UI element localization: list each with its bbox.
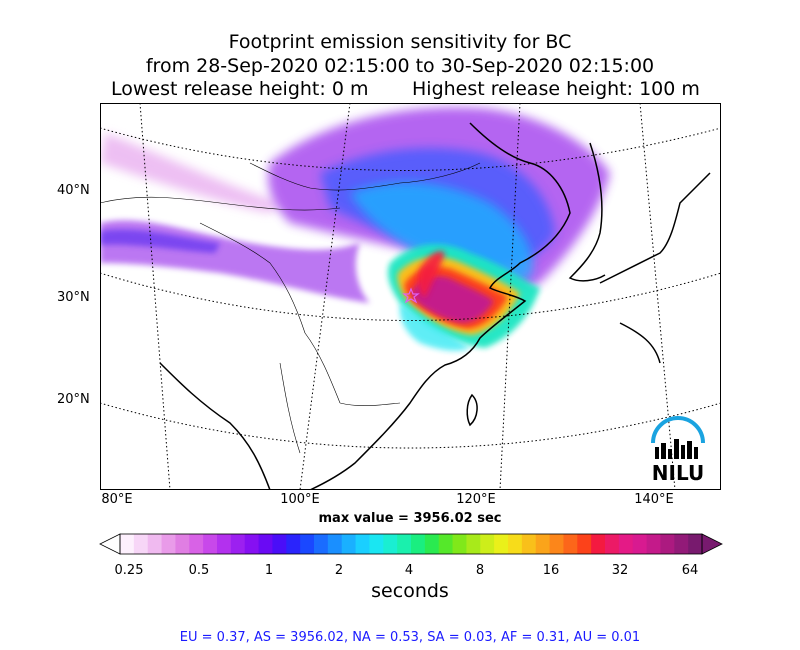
colorbar-cell — [438, 534, 454, 554]
colorbar-tick-0.5: 0.5 — [188, 563, 210, 578]
colorbar-cell — [674, 534, 689, 554]
colorbar-tick-32: 32 — [611, 563, 629, 578]
colorbar-high-arrow — [701, 533, 723, 555]
colorbar-cell — [618, 534, 634, 554]
lon-label-100e: 100°E — [280, 492, 320, 507]
colorbar-cell — [355, 534, 371, 554]
lon-label-120e: 120°E — [456, 492, 496, 507]
colorbar-cell — [563, 534, 578, 554]
colorbar-cell — [577, 534, 592, 554]
colorbar-cell — [286, 534, 301, 554]
lat-label-40n: 40°N — [57, 183, 90, 198]
colorbar-cell — [411, 534, 426, 554]
lowest-release-height: Lowest release height: 0 m — [111, 78, 369, 100]
colorbar-cell — [161, 534, 177, 554]
colorbar-cell — [494, 534, 509, 554]
colorbar-tick-64: 64 — [681, 563, 699, 578]
colorbar-low-arrow — [99, 533, 121, 555]
colorbar-cell — [521, 534, 537, 554]
max-value-label: max value = 3956.02 sec — [318, 511, 502, 526]
colorbar-cell — [660, 534, 675, 554]
colorbar-cell — [605, 534, 620, 554]
plot-title: Footprint emission sensitivity for BC — [228, 31, 572, 53]
footprint-map: NILU — [100, 103, 721, 490]
colorbar-cell — [549, 534, 565, 554]
colorbar-tick-0.25: 0.25 — [114, 563, 144, 578]
colorbar-cell — [646, 534, 662, 554]
colorbar-cell — [452, 534, 468, 554]
highest-release-height: Highest release height: 100 m — [412, 78, 700, 100]
colorbar-tick-1: 1 — [264, 563, 274, 578]
colorbar-cell — [327, 534, 343, 554]
colorbar-cell — [189, 534, 204, 554]
borders — [100, 162, 481, 454]
colorbar-tick-2: 2 — [334, 563, 344, 578]
colorbar-cell — [466, 534, 481, 554]
colorbar-cell — [424, 534, 440, 554]
colorbar-cell — [300, 534, 315, 554]
sensitivity-plume — [100, 107, 610, 351]
colorbar-cell — [591, 534, 606, 554]
colorbar-cell — [272, 534, 287, 554]
graticule — [100, 103, 721, 490]
colorbar-tick-4: 4 — [404, 563, 414, 578]
colorbar-tick-16: 16 — [542, 563, 560, 578]
colorbar-cell — [480, 534, 495, 554]
colorbar-cell — [508, 534, 523, 554]
nilu-logo-text: NILU — [652, 461, 704, 485]
nilu-logo: NILU — [651, 416, 705, 485]
plot-subtitle-period: from 28-Sep-2020 02:15:00 to 30-Sep-2020… — [145, 55, 655, 77]
colorbar-cell — [383, 534, 398, 554]
colorbar-frame — [119, 533, 703, 555]
colorbar-cell — [217, 534, 232, 554]
colorbar-cell — [175, 534, 190, 554]
lat-label-30n: 30°N — [57, 290, 90, 305]
colorbar-cell — [244, 534, 260, 554]
colorbar-cell — [314, 534, 329, 554]
colorbar-cell — [147, 534, 163, 554]
colorbar-cell — [535, 534, 551, 554]
colorbar-cell — [397, 534, 412, 554]
lon-label-80e: 80°E — [101, 492, 133, 507]
colorbar-cell — [632, 534, 648, 554]
colorbar-cell — [120, 534, 135, 554]
colorbar-unit-label: seconds — [371, 580, 449, 602]
lat-label-20n: 20°N — [57, 392, 90, 407]
region-summary: EU = 0.37, AS = 3956.02, NA = 0.53, SA =… — [179, 630, 641, 645]
colorbar — [99, 533, 723, 555]
colorbar-cell — [230, 534, 246, 554]
colorbar-cell — [341, 534, 357, 554]
coastlines — [159, 122, 711, 490]
map-frame — [100, 103, 721, 490]
colorbar-cell — [133, 534, 149, 554]
lon-label-140e: 140°E — [634, 492, 674, 507]
release-location-marker — [402, 287, 420, 304]
colorbar-cell — [369, 534, 384, 554]
colorbar-cell — [688, 534, 703, 554]
colorbar-cell — [258, 534, 274, 554]
colorbar-cell — [203, 534, 218, 554]
colorbar-tick-8: 8 — [475, 563, 485, 578]
